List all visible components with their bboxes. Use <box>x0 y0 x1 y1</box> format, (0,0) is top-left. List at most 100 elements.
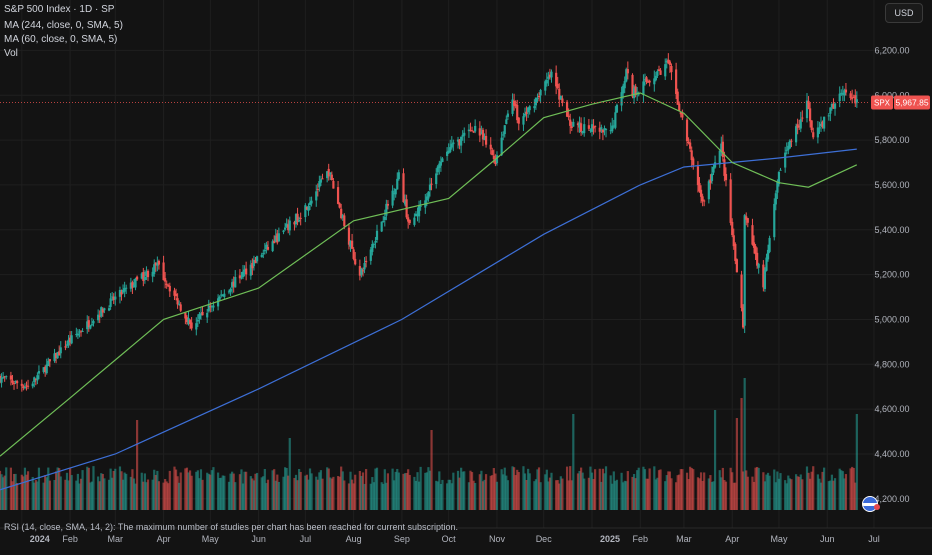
volume-bar <box>125 473 128 510</box>
candle-body <box>743 215 746 326</box>
y-tick-label: 5,000.00 <box>874 314 909 324</box>
candle-body <box>513 100 516 106</box>
volume-bar <box>349 471 352 510</box>
volume-bar <box>712 481 715 510</box>
candle-body <box>245 268 248 275</box>
candle-body <box>687 141 690 144</box>
candle-body <box>252 259 256 267</box>
ma-60-line <box>0 92 858 457</box>
candle-body <box>184 312 187 319</box>
volume-bar <box>360 475 363 510</box>
volume-bar <box>492 468 495 510</box>
volume-bar <box>321 478 324 510</box>
volume-bar <box>809 478 812 510</box>
candle-body <box>103 308 106 311</box>
volume-bar <box>329 477 332 510</box>
candle-body <box>109 298 112 307</box>
volume-bar <box>371 477 374 510</box>
candle-body <box>178 303 181 305</box>
volume-bar <box>678 474 681 510</box>
candle-body <box>358 266 361 276</box>
indicator-ma-60-label[interactable]: MA (60, close, 0, SMA, 5) <box>4 34 118 45</box>
candle-body <box>517 117 520 124</box>
candle-body <box>173 290 176 296</box>
volume-bar <box>44 475 47 510</box>
candle-body <box>92 321 95 324</box>
indicator-volume-label[interactable]: Vol <box>4 48 18 59</box>
volume-bar <box>217 472 220 510</box>
volume-bar <box>556 480 559 510</box>
candle-body <box>34 378 37 380</box>
volume-bar <box>855 414 858 510</box>
indicator-ma-244-label[interactable]: MA (244, close, 0, SMA, 5) <box>4 20 123 31</box>
candle-body <box>229 288 232 292</box>
candle-body <box>478 128 481 136</box>
volume-bar <box>707 478 710 510</box>
candle-body <box>153 264 156 274</box>
volume-bar <box>31 476 34 510</box>
candle-body <box>678 103 681 111</box>
volume-bar <box>514 475 517 510</box>
volume-bar <box>103 478 106 510</box>
candle-body <box>407 217 410 222</box>
volume-bar <box>165 481 168 510</box>
volume-bar <box>296 480 299 510</box>
volume-bar <box>187 472 190 510</box>
candle-body <box>732 235 735 247</box>
volume-bar <box>347 483 351 510</box>
volume-bar <box>516 469 519 510</box>
candle-body <box>360 268 363 275</box>
candle-body <box>416 214 419 216</box>
volume-bar <box>227 481 231 510</box>
candle-body <box>784 152 787 168</box>
volume-bar <box>699 472 703 510</box>
volume-bar <box>397 472 400 510</box>
volume-bar <box>587 477 590 510</box>
volume-bar <box>318 472 321 510</box>
candle-body <box>548 74 552 78</box>
volume-bar <box>581 472 584 510</box>
candle-body <box>156 262 159 266</box>
candle-body <box>623 81 626 89</box>
candle-body <box>801 117 804 119</box>
candle-body <box>352 249 355 259</box>
candle-body <box>788 140 791 149</box>
volume-bar <box>417 481 421 510</box>
candle-body <box>467 129 471 132</box>
volume-bar <box>548 477 552 510</box>
candle-body <box>766 249 770 260</box>
volume-bar <box>26 471 30 510</box>
volume-bar <box>692 469 695 510</box>
volume-bar <box>276 474 279 510</box>
candle-body <box>721 141 724 158</box>
volume-bar <box>659 469 662 510</box>
volume-bar <box>794 474 798 510</box>
candle-body <box>33 377 36 383</box>
candle-body <box>590 124 594 132</box>
volume-bar <box>69 468 72 510</box>
volume-bar <box>550 472 553 510</box>
volume-bar <box>123 472 126 510</box>
candle-body <box>403 201 407 205</box>
candle-body <box>601 129 605 133</box>
candle-body <box>812 132 815 138</box>
candle-body <box>809 108 812 122</box>
candle-body <box>428 184 432 191</box>
currency-button[interactable]: USD <box>885 3 923 23</box>
candle-body <box>347 227 351 245</box>
volume-bar <box>64 479 67 510</box>
volume-bar <box>469 470 472 510</box>
candle-body <box>47 360 50 367</box>
candle-body <box>723 159 726 176</box>
candle-body <box>491 150 494 156</box>
volume-bar <box>298 469 301 510</box>
candle-body <box>90 324 94 326</box>
volume-bar <box>461 471 464 510</box>
x-tick-label: Apr <box>725 534 739 544</box>
candle-body <box>329 172 332 175</box>
x-tick-label: Mar <box>108 534 124 544</box>
volume-bar <box>601 468 605 510</box>
volume-bar <box>405 472 408 510</box>
